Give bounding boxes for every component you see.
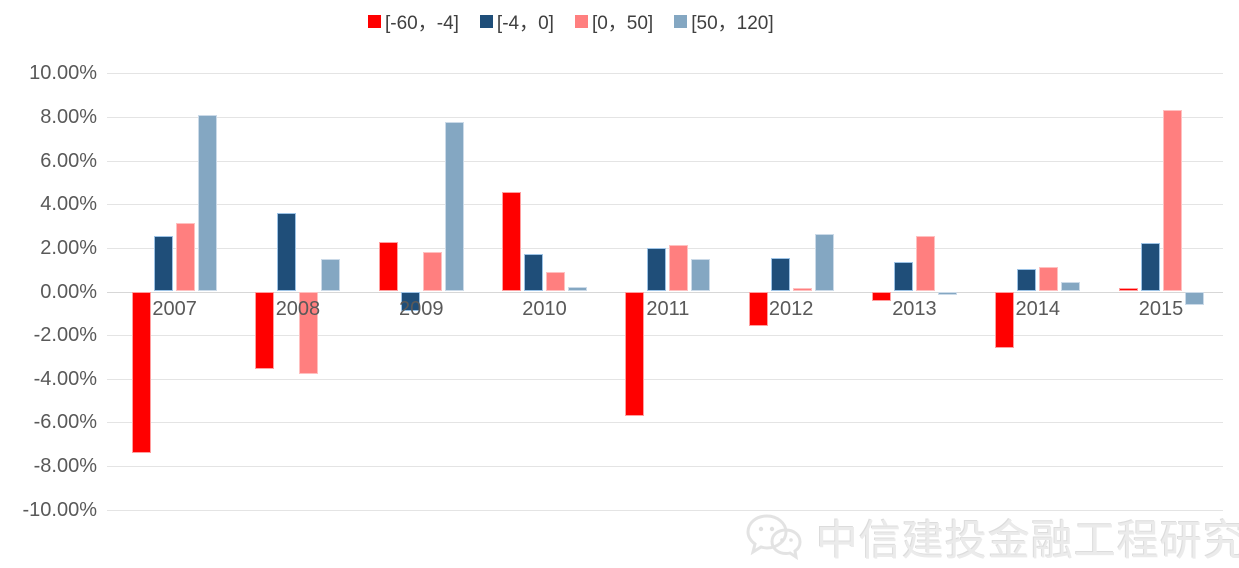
gridline: [107, 466, 1223, 468]
y-axis-label: -6.00%: [33, 411, 97, 434]
bar-2012-series-0: [748, 291, 768, 327]
bar-2015-series-3: [1184, 291, 1204, 305]
bar-2007-series-2: [176, 222, 196, 292]
x-axis-label: 2011: [646, 297, 690, 320]
legend-label: [50，120]: [691, 12, 774, 34]
bar-2008-series-1: [277, 212, 297, 292]
x-axis-label: 2014: [1015, 297, 1061, 320]
chart-legend: [-60，-4] [-4，0] [0，50] [50，120]: [368, 8, 774, 35]
bar-2008-series-3: [321, 258, 341, 292]
bar-2015-series-1: [1140, 243, 1160, 292]
gridline: [107, 422, 1223, 424]
bar-2014-series-2: [1039, 267, 1059, 292]
bar-2010-series-0: [502, 192, 522, 292]
legend-label: [-4，0]: [496, 12, 554, 34]
legend-item-1: [-4，0]: [479, 8, 554, 35]
bar-2014-series-1: [1017, 268, 1037, 292]
legend-item-2: [0，50]: [574, 8, 654, 35]
bar-2009-series-2: [422, 252, 442, 292]
bar-2015-series-0: [1118, 288, 1138, 292]
x-axis-label: 2012: [768, 297, 814, 320]
x-axis-label: 2007: [152, 297, 197, 320]
x-axis-label: 2009: [399, 297, 444, 320]
bar-2007-series-1: [154, 235, 174, 292]
y-axis-label: 10.00%: [29, 62, 97, 85]
x-axis-label: 2010: [522, 297, 567, 320]
chat-bubbles-logo-icon: [746, 514, 802, 561]
legend-item-0: [-60，-4]: [368, 8, 459, 35]
gridline: [107, 160, 1223, 162]
bar-2012-series-1: [770, 257, 790, 292]
legend-swatch-icon: [674, 14, 688, 28]
watermark: 中信建投金融工程研究: [742, 510, 1239, 564]
gridline: [107, 291, 1223, 293]
x-axis-label: 2015: [1138, 297, 1184, 320]
y-axis-label: 0.00%: [40, 280, 97, 303]
legend-swatch-icon: [479, 14, 493, 28]
y-axis-label: 2.00%: [40, 236, 97, 259]
bar-2014-series-0: [995, 291, 1015, 349]
x-axis-label: 2008: [275, 297, 321, 320]
bar-2009-series-0: [378, 242, 398, 292]
legend-item-3: [50，120]: [674, 8, 774, 35]
gridline: [107, 335, 1223, 337]
gridline: [107, 509, 1223, 511]
bar-2012-series-2: [792, 288, 812, 292]
gridline: [107, 73, 1223, 75]
watermark-text: 中信建投金融工程研究: [816, 516, 1239, 564]
gridline: [107, 204, 1223, 206]
bar-2013-series-2: [915, 235, 935, 292]
legend-label: [0，50]: [591, 12, 654, 34]
bar-2015-series-2: [1162, 110, 1182, 292]
y-axis-label: -2.00%: [33, 324, 97, 347]
gridline: [107, 378, 1223, 380]
bar-2011-series-3: [691, 258, 711, 292]
bar-2011-series-2: [669, 244, 689, 292]
legend-swatch-icon: [368, 14, 381, 28]
legend-label: [-60，-4]: [385, 12, 459, 34]
y-axis-label: -8.00%: [33, 455, 97, 478]
bar-2008-series-2: [299, 291, 319, 375]
bar-2010-series-1: [524, 254, 544, 292]
bar-2013-series-3: [937, 291, 957, 295]
bar-2008-series-0: [255, 291, 275, 369]
bar-2009-series-1: [400, 291, 420, 312]
y-axis-label: 4.00%: [40, 193, 97, 216]
bar-2010-series-2: [546, 271, 566, 292]
bar-2011-series-1: [647, 247, 667, 292]
bar-2009-series-3: [444, 122, 464, 292]
y-axis-label: 6.00%: [40, 149, 97, 172]
bar-2010-series-3: [568, 287, 588, 292]
bar-2007-series-3: [198, 114, 218, 292]
bar-2007-series-0: [132, 291, 152, 453]
bar-2012-series-3: [814, 233, 834, 292]
y-axis-label: -10.00%: [22, 498, 98, 521]
x-axis-label: 2013: [892, 297, 937, 320]
bar-2014-series-3: [1061, 281, 1081, 292]
y-axis-label: 8.00%: [40, 105, 97, 128]
gridline: [107, 116, 1223, 118]
bar-2011-series-0: [625, 291, 645, 416]
bar-2013-series-0: [871, 291, 891, 302]
legend-swatch-icon: [574, 14, 588, 28]
y-axis-label: -4.00%: [33, 367, 97, 390]
bar-2013-series-1: [893, 262, 913, 292]
